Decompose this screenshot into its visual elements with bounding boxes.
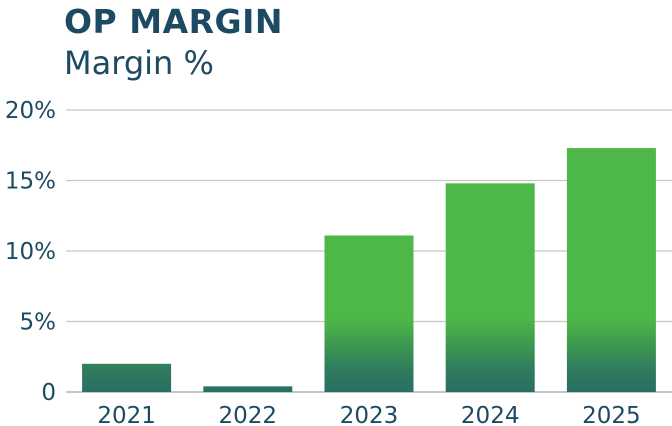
bars	[82, 148, 656, 392]
x-tick-label: 2023	[340, 403, 399, 426]
y-axis-ticks: 0 5% 10% 15% 20%	[5, 98, 56, 406]
x-axis-ticks: 2021 2022 2023 2024 2025	[97, 403, 640, 426]
bar-2022	[203, 386, 293, 392]
y-tick-label: 5%	[20, 310, 57, 336]
bar-2021	[82, 363, 172, 392]
x-tick-label: 2021	[97, 403, 156, 426]
y-tick-label: 20%	[5, 98, 56, 124]
y-tick-label: 15%	[5, 169, 56, 195]
y-tick-label: 10%	[5, 239, 56, 265]
bar-2023	[324, 235, 414, 392]
bar-2024	[445, 183, 535, 392]
x-tick-label: 2022	[219, 403, 278, 426]
bar-2025	[566, 148, 656, 392]
x-tick-label: 2025	[582, 403, 641, 426]
x-tick-label: 2024	[461, 403, 520, 426]
chart-subtitle: Margin %	[64, 44, 214, 82]
y-tick-label: 0	[41, 380, 56, 406]
chart-title: OP MARGIN	[64, 2, 283, 41]
